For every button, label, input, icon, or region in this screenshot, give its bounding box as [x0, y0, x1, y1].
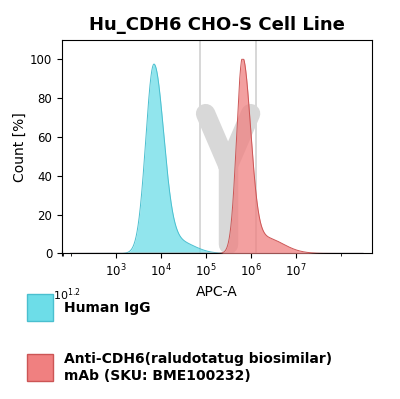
Ellipse shape	[254, 0, 258, 399]
Y-axis label: Count [%]: Count [%]	[13, 112, 27, 182]
X-axis label: APC-A: APC-A	[196, 285, 238, 299]
FancyBboxPatch shape	[27, 294, 53, 321]
Title: Hu_CDH6 CHO-S Cell Line: Hu_CDH6 CHO-S Cell Line	[89, 16, 345, 34]
Text: $-10^{1.2}$: $-10^{1.2}$	[44, 286, 80, 303]
Text: Human IgG: Human IgG	[64, 300, 150, 315]
FancyBboxPatch shape	[27, 354, 53, 381]
Ellipse shape	[0, 0, 221, 399]
Text: Anti-CDH6(raludotatug biosimilar)
mAb (SKU: BME100232): Anti-CDH6(raludotatug biosimilar) mAb (S…	[64, 352, 332, 383]
